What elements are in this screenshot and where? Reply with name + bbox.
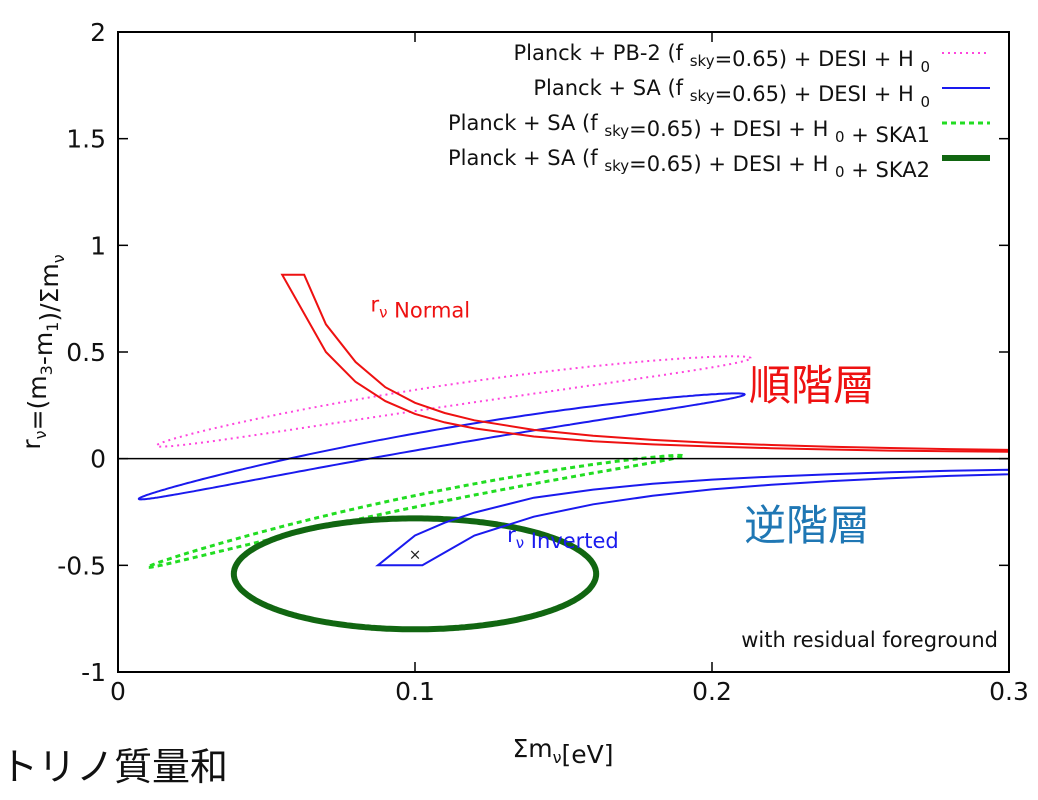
- series-3-contour: [146, 453, 684, 569]
- x-tick-label: 0.1: [395, 677, 435, 706]
- inverted-hierarchy-band: [375, 468, 1009, 567]
- y-tick-label: 1: [90, 231, 106, 260]
- series-2-contour: [137, 392, 746, 501]
- x-tick-label: 0.2: [692, 677, 732, 706]
- y-tick-label: 0: [90, 445, 106, 474]
- y-tick-label: 0.5: [66, 338, 106, 367]
- annotations: rν Normal rν Inverted: [370, 292, 618, 552]
- axis-ticks: 0 0.1 0.2 0.3 -1 -0.5 0 0.5 1 1.5 2: [57, 18, 1029, 706]
- y-tick-label: 2: [90, 18, 106, 47]
- x-tick-label: 0.3: [989, 677, 1029, 706]
- series-1-contour: [155, 355, 752, 448]
- y-tick-label: 1.5: [66, 125, 106, 154]
- legend-label-2: Planck + SA (f sky=0.65) + DESI + H 0: [533, 76, 930, 111]
- y-axis-label: rν=(m3-m1)/Σmν: [17, 254, 68, 449]
- legend-label-3: Planck + SA (f sky=0.65) + DESI + H 0 + …: [448, 111, 930, 147]
- r-inverted-label: rν Inverted: [507, 523, 619, 553]
- normal-hierarchy-band: [280, 273, 1009, 453]
- x-axis-label: Σmν[eV]: [512, 734, 613, 769]
- legend: Planck + PB-2 (f sky=0.65) + DESI + H 0P…: [448, 41, 990, 182]
- x-tick-label: 0: [110, 677, 126, 706]
- legend-label-4: Planck + SA (f sky=0.65) + DESI + H 0 + …: [448, 146, 930, 182]
- data-layer: ×: [137, 273, 1009, 633]
- r-normal-label: rν Normal: [370, 292, 470, 322]
- y-tick-label: -0.5: [57, 551, 106, 580]
- inverted-hierarchy-label: 逆階層: [744, 501, 870, 550]
- normal-hierarchy-label: 順階層: [749, 361, 875, 410]
- legend-label-1: Planck + PB-2 (f sky=0.65) + DESI + H 0: [513, 41, 930, 76]
- neutrino-mass-sum-label: トリノ質量和: [0, 745, 228, 789]
- y-tick-label: -1: [81, 658, 106, 687]
- foreground-note: with residual foreground: [741, 628, 998, 652]
- best-fit-marker: ×: [409, 546, 422, 564]
